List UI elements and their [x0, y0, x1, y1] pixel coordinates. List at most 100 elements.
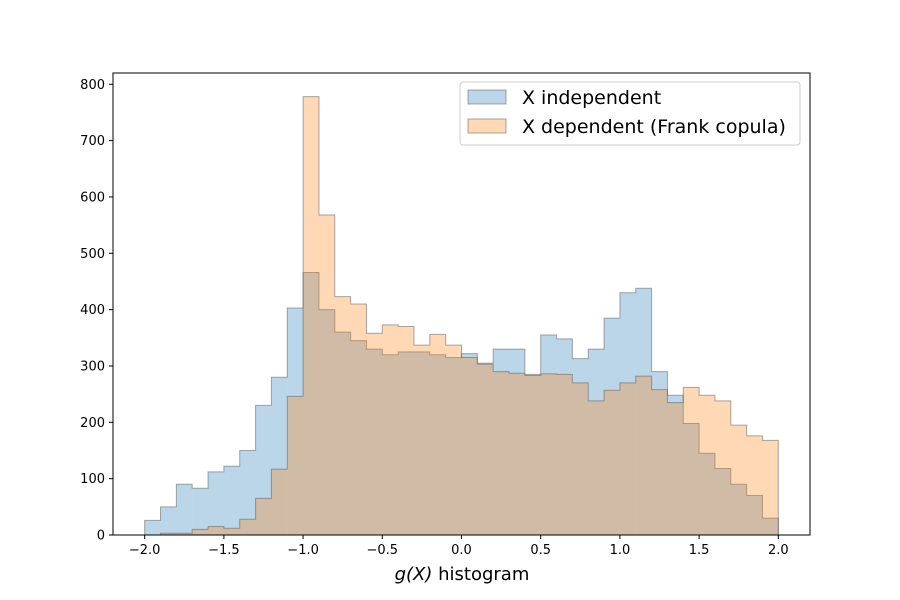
bar-series0-bin24: [524, 374, 541, 535]
bar-series1-bin10: [303, 96, 319, 535]
bar-series1-bin13: [350, 304, 367, 535]
bar-series1-bin4: [208, 526, 224, 535]
bar-series0-bin33: [667, 395, 684, 535]
bar-series0-bin23: [509, 349, 525, 535]
bar-series1-bin9: [287, 396, 304, 535]
bar-series0-bin10: [303, 272, 319, 535]
bar-series0-bin38: [746, 495, 763, 535]
bar-series1-bin8: [271, 469, 288, 535]
bar-series0-bin5: [223, 466, 240, 535]
y-tick-label: 800: [80, 78, 105, 93]
bar-series1-bin31: [635, 376, 652, 535]
bar-series1-bin21: [477, 364, 494, 535]
x-tick-label: 1.5: [689, 543, 710, 558]
bar-series1-bin32: [651, 389, 668, 535]
bar-series0-bin14: [366, 349, 383, 535]
series-0: [144, 271, 779, 535]
bar-series1-bin35: [699, 395, 715, 535]
x-axis: −2.0 −1.5 −1.0 −0.5 0.0 0.5 1.0 1.5 2.0: [129, 535, 789, 558]
bar-series0-bin7: [255, 405, 272, 535]
bar-series1-bin14: [366, 333, 383, 535]
legend-label-independent: X independent: [522, 87, 661, 109]
legend-frame: [459, 81, 801, 146]
y-tick-label: 600: [80, 190, 105, 205]
bar-series1-bin29: [604, 390, 620, 535]
bar-series1-bin5: [223, 528, 240, 535]
y-tick-label: 500: [80, 247, 105, 262]
bar-series1-bin26: [556, 374, 573, 535]
bar-series1-bin6: [239, 519, 256, 535]
bar-series1-bin12: [334, 296, 351, 535]
x-tick-label: 2.0: [768, 543, 789, 558]
bar-series0-bin18: [429, 354, 446, 535]
y-axis: 0 100 200 300 400 500 600 700 800: [80, 78, 113, 544]
x-axis-title-text: histogram: [432, 564, 529, 585]
bar-series0-bin35: [699, 453, 715, 535]
bar-series0-bin6: [239, 450, 256, 535]
bar-series0-bin26: [556, 338, 573, 535]
bar-series1-bin33: [667, 402, 684, 535]
bar-series0-bin0: [144, 520, 161, 535]
bar-series0-bin36: [714, 468, 731, 535]
bar-series1-bin24: [524, 375, 541, 535]
bar-series0-bin8: [271, 377, 288, 535]
bar-series0-bin37: [730, 484, 747, 535]
bar-series1-bin17: [413, 345, 430, 535]
bar-series0-bin17: [413, 351, 430, 535]
bar-series0-bin39: [762, 518, 779, 535]
y-tick-label: 700: [80, 134, 105, 149]
x-tick-label: 0.5: [530, 543, 551, 558]
bar-series0-bin19: [445, 357, 462, 535]
bar-series0-bin30: [619, 292, 636, 535]
series-outline-1: [144, 96, 779, 536]
bar-series0-bin11: [318, 309, 335, 535]
bar-series0-bin13: [350, 340, 367, 535]
bar-series1-bin38: [746, 435, 763, 535]
x-axis-title: g(X) histogram: [395, 564, 530, 585]
x-tick-label: −2.0: [129, 543, 161, 558]
bar-series0-bin25: [540, 334, 557, 535]
bar-series0-bin3: [192, 488, 209, 535]
legend-label-dependent: X dependent (Frank copula): [522, 116, 786, 138]
legend: X independent X dependent (Frank copula): [459, 81, 801, 146]
x-tick-label: −1.0: [287, 543, 319, 558]
series-layer: [144, 96, 779, 536]
x-tick-label: −1.5: [208, 543, 240, 558]
bar-series0-bin15: [382, 354, 399, 535]
y-tick-label: 0: [97, 529, 105, 544]
y-tick-label: 200: [80, 416, 105, 431]
legend-swatch-dependent: [467, 118, 507, 134]
bar-series1-bin2: [176, 533, 193, 535]
x-axis-title-math: g(X): [395, 564, 433, 585]
bar-series1-bin39: [762, 440, 779, 535]
x-tick-label: 1.0: [610, 543, 631, 558]
bar-series0-bin9: [287, 307, 304, 535]
bar-series0-bin34: [683, 423, 700, 535]
bar-series0-bin28: [588, 349, 605, 535]
bar-series1-bin1: [160, 533, 177, 535]
bar-series1-bin27: [572, 382, 589, 535]
bar-series0-bin4: [208, 471, 224, 535]
bar-series1-bin11: [318, 214, 335, 536]
bar-series0-bin27: [572, 358, 589, 535]
bar-series0-bin22: [493, 349, 510, 535]
legend-swatch-independent: [467, 89, 507, 105]
bar-series1-bin25: [540, 373, 557, 535]
series-1: [144, 96, 779, 536]
x-tick-label: 0.0: [451, 543, 472, 558]
bar-series1-bin23: [509, 373, 525, 535]
bar-series0-bin1: [160, 506, 177, 535]
bar-series1-bin34: [683, 387, 700, 535]
bar-series0-bin16: [398, 351, 414, 535]
y-tick-label: 300: [80, 359, 105, 374]
bar-series0-bin20: [461, 353, 478, 535]
bar-series1-bin7: [255, 498, 272, 535]
bar-series0-bin32: [651, 371, 668, 535]
bar-series1-bin20: [461, 357, 478, 535]
bar-series1-bin30: [619, 382, 636, 535]
x-tick-label: −0.5: [367, 543, 399, 558]
bar-series0-bin12: [334, 332, 351, 535]
y-tick-label: 400: [80, 303, 105, 318]
bar-series1-bin22: [493, 371, 510, 535]
